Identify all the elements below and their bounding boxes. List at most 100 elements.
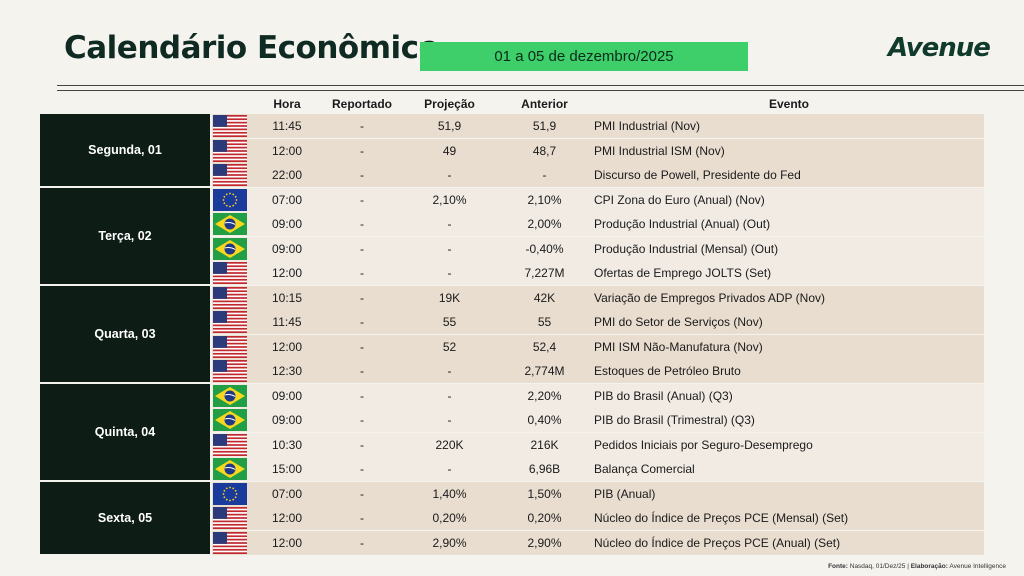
br-flag-icon: [213, 409, 247, 431]
event-cell: PMI Industrial ISM (Nov): [594, 143, 725, 158]
table-row: 11:45 - 55 55 PMI do Setor de Serviços (Nov): [212, 310, 984, 334]
us-flag-icon: [213, 360, 247, 382]
projection-cell: -: [447, 168, 452, 182]
reported-cell: -: [360, 241, 364, 256]
table-row: 12:00 - 52 52,4 PMI ISM Não-Manufatura (Nov): [212, 334, 984, 359]
table-row: 11:45 - 51,9 51,9 PMI Industrial (Nov): [212, 114, 984, 138]
previous-cell: 1,50%: [527, 486, 562, 501]
reported-cell: -: [360, 462, 364, 476]
event-cell: Produção Industrial (Anual) (Out): [594, 217, 771, 231]
previous-cell: 51,9: [532, 119, 557, 133]
br-flag-icon: [213, 213, 247, 235]
br-flag-icon: [213, 458, 247, 480]
reported-cell: -: [360, 413, 364, 427]
time-cell: 12:00: [271, 339, 303, 354]
day-label: Sexta, 05: [40, 481, 210, 554]
source-label: Fonte:: [828, 563, 848, 570]
event-cell: PMI do Setor de Serviços (Nov): [594, 315, 763, 329]
table-row: 09:00 - - 2,00% Produção Industrial (Anual) …: [212, 212, 984, 236]
time-cell: 07:00: [271, 192, 303, 207]
day-label: Segunda, 01: [40, 114, 210, 186]
time-cell: 12:00: [271, 511, 303, 525]
time-cell: 09:00: [271, 388, 303, 403]
reported-cell: -: [360, 168, 364, 182]
projection-cell: 51,9: [437, 119, 462, 133]
day-label: Quinta, 04: [40, 383, 210, 480]
us-flag-icon: [213, 433, 247, 456]
previous-cell: 42K: [533, 290, 556, 305]
event-cell: Variação de Empregos Privados ADP (Nov): [594, 290, 825, 305]
previous-cell: 48,7: [532, 143, 557, 158]
header-projection: Projeção: [424, 97, 475, 111]
header-previous: Anterior: [521, 97, 568, 111]
projection-cell: 49: [442, 143, 457, 158]
reported-cell: -: [360, 486, 364, 501]
source-text: Nasdaq, 01/Dez/25 |: [849, 563, 911, 570]
time-cell: 11:45: [272, 315, 302, 329]
event-cell: Balança Comercial: [594, 462, 695, 476]
table-row: 10:30 - 220K 216K Pedidos Iniciais por Segur…: [212, 432, 984, 457]
header-event: Evento: [768, 97, 809, 111]
time-cell: 10:15: [271, 290, 303, 305]
event-cell: Produção Industrial (Mensal) (Out): [594, 241, 779, 256]
table-row: 09:00 - - 0,40% PIB do Brasil (Trimestral) (…: [212, 408, 984, 432]
us-flag-icon: [213, 531, 247, 554]
projection-cell: 2,90%: [432, 535, 467, 550]
projection-cell: 19K: [438, 290, 461, 305]
projection-cell: 55: [442, 315, 457, 329]
table-row: 09:00 - - 2,20% PIB do Brasil (Anual) (Q3): [212, 383, 984, 408]
event-cell: Discurso de Powell, Presidente do Fed: [594, 168, 801, 182]
previous-cell: 2,774M: [524, 364, 565, 378]
table-row: 15:00 - - 6,96B Balança Comercial: [212, 457, 984, 481]
event-cell: PIB do Brasil (Anual) (Q3): [594, 388, 733, 403]
us-flag-icon: [213, 311, 247, 333]
time-cell: 09:00: [271, 241, 303, 256]
table-row: 12:00 - 49 48,7 PMI Industrial ISM (Nov): [212, 138, 984, 163]
previous-cell: 2,90%: [527, 535, 562, 550]
us-flag-icon: [213, 507, 247, 529]
us-flag-icon: [213, 335, 247, 358]
event-cell: Ofertas de Emprego JOLTS (Set): [594, 266, 772, 280]
time-cell: 12:30: [271, 364, 303, 378]
us-flag-icon: [213, 286, 247, 309]
time-cell: 09:00: [271, 413, 303, 427]
time-cell: 10:30: [271, 437, 303, 452]
table-row: 07:00 - 1,40% 1,50% PIB (Anual): [212, 481, 984, 506]
footer-source: Fonte: Nasdaq, 01/Dez/25 | Elaboração: A…: [828, 563, 1006, 570]
reported-cell: -: [360, 339, 364, 354]
table-row: 12:30 - - 2,774M Estoques de Petróleo Bruto: [212, 359, 984, 383]
previous-cell: -: [542, 168, 547, 182]
event-cell: PMI Industrial (Nov): [594, 119, 701, 133]
projection-cell: 2,10%: [432, 192, 467, 207]
previous-cell: 6,96B: [528, 462, 561, 476]
time-cell: 22:00: [271, 168, 303, 182]
divider: [57, 85, 1024, 86]
previous-cell: 55: [537, 315, 552, 329]
page-title: Calendário Econômico: [64, 30, 440, 66]
reported-cell: -: [360, 266, 364, 280]
reported-cell: -: [360, 217, 364, 231]
table-row: 12:00 - 2,90% 2,90% Núcleo do Índice de Preç…: [212, 530, 984, 555]
reported-cell: -: [360, 143, 364, 158]
time-cell: 07:00: [271, 486, 303, 501]
reported-cell: -: [360, 511, 364, 525]
table-row: 09:00 - - -0,40% Produção Industrial (Mensal…: [212, 236, 984, 261]
previous-cell: 0,40%: [527, 413, 562, 427]
projection-cell: 52: [442, 339, 457, 354]
us-flag-icon: [213, 139, 247, 162]
event-cell: CPI Zona do Euro (Anual) (Nov): [594, 192, 765, 207]
us-flag-icon: [213, 262, 247, 284]
day-label: Quarta, 03: [40, 285, 210, 382]
reported-cell: -: [360, 290, 364, 305]
us-flag-icon: [213, 115, 247, 137]
previous-cell: 2,20%: [527, 388, 562, 403]
previous-cell: 7,227M: [524, 266, 565, 280]
event-cell: Pedidos Iniciais por Seguro-Desemprego: [594, 437, 813, 452]
previous-cell: 2,10%: [527, 192, 562, 207]
header-reported: Reportado: [332, 97, 392, 111]
table-row: 22:00 - - - Discurso de Powell, Presidente d…: [212, 163, 984, 187]
previous-cell: 2,00%: [527, 217, 562, 231]
table-row: 12:00 - - 7,227M Ofertas de Emprego JOLTS (S…: [212, 261, 984, 285]
us-flag-icon: [213, 164, 247, 186]
eu-flag-icon: [213, 188, 247, 211]
